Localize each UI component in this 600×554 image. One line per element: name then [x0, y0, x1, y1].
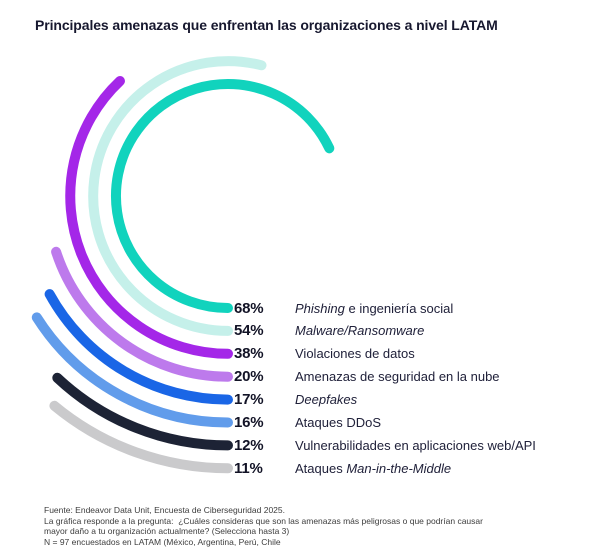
legend-label-segment: Vulnerabilidades en aplicaciones web/API: [295, 437, 536, 453]
footnote-line: N = 97 encuestados en LATAM (México, Arg…: [44, 536, 281, 547]
legend-value: 68%: [234, 299, 264, 317]
chart-title: Principales amenazas que enfrentan las o…: [35, 17, 498, 33]
arc-7-12%: [52, 372, 233, 451]
legend-value: 11%: [234, 459, 263, 477]
legend-row: 68% Phishing e ingeniería social: [234, 298, 453, 318]
legend-label: Amenazas de seguridad en la nube: [295, 369, 500, 384]
arc-4-20%: [51, 246, 233, 382]
legend-label: Deepfakes: [295, 392, 357, 407]
legend-row: 54% Malware/Ransomware: [234, 321, 424, 341]
legend-label: Ataques DDoS: [295, 415, 381, 430]
legend-label-segment-italic: Man-in-the-Middle: [346, 460, 452, 476]
legend-label: Violaciones de datos: [295, 346, 415, 361]
legend-value: 20%: [234, 368, 264, 386]
legend-label: Vulnerabilidades en aplicaciones web/API: [295, 438, 536, 453]
legend-value: 38%: [234, 345, 264, 363]
footnote: Fuente: Endeavor Data Unit, Encuesta de …: [44, 505, 483, 547]
arc-3-38%: [65, 76, 233, 359]
legend-label-segment-italic: Phishing: [295, 300, 345, 316]
footnote-line: mayor daño a tu organización actualmente…: [44, 526, 290, 537]
arc-8-11%: [49, 400, 233, 474]
legend-row: 17% Deepfakes: [234, 390, 357, 410]
legend-value: 16%: [234, 414, 264, 431]
arc-2-54%: [88, 56, 267, 336]
legend-label-segment-italic: Deepfakes: [295, 392, 358, 408]
legend-label-segment: e ingeniería social: [344, 300, 454, 316]
footnote-line: Fuente: Endeavor Data Unit, Encuesta de …: [44, 505, 285, 515]
arc-1-68%: [110, 79, 335, 313]
legend-value: 12%: [234, 436, 264, 454]
legend-label: Ataques Man-in-the-Middle: [295, 461, 451, 476]
legend-label-segment: Amenazas de seguridad en la nube: [295, 369, 500, 385]
legend-row: 38% Violaciones de datos: [234, 344, 415, 364]
footnote-line: La gráfica responde a la pregunta: ¿Cuál…: [44, 515, 483, 526]
legend-value: 54%: [234, 322, 264, 340]
legend-row: 16% Ataques DDoS: [234, 413, 381, 433]
legend-label-segment: Ataques: [295, 460, 347, 476]
legend-label-segment-italic: Malware/Ransomware: [295, 323, 425, 339]
legend-label-segment: Ataques DDoS: [295, 415, 381, 430]
legend-label: Malware/Ransomware: [295, 323, 424, 338]
legend-row: 12% Vulnerabilidades en aplicaciones web…: [234, 435, 536, 455]
legend-value: 17%: [234, 391, 264, 409]
legend-label-segment: Violaciones de datos: [295, 346, 415, 362]
legend-row: 20% Amenazas de seguridad en la nube: [234, 367, 500, 387]
legend-label: Phishing e ingeniería social: [295, 301, 453, 316]
arc-5-17%: [44, 289, 233, 405]
arc-6-16%: [31, 312, 233, 428]
legend-row: 11% Ataques Man-in-the-Middle: [234, 458, 451, 478]
